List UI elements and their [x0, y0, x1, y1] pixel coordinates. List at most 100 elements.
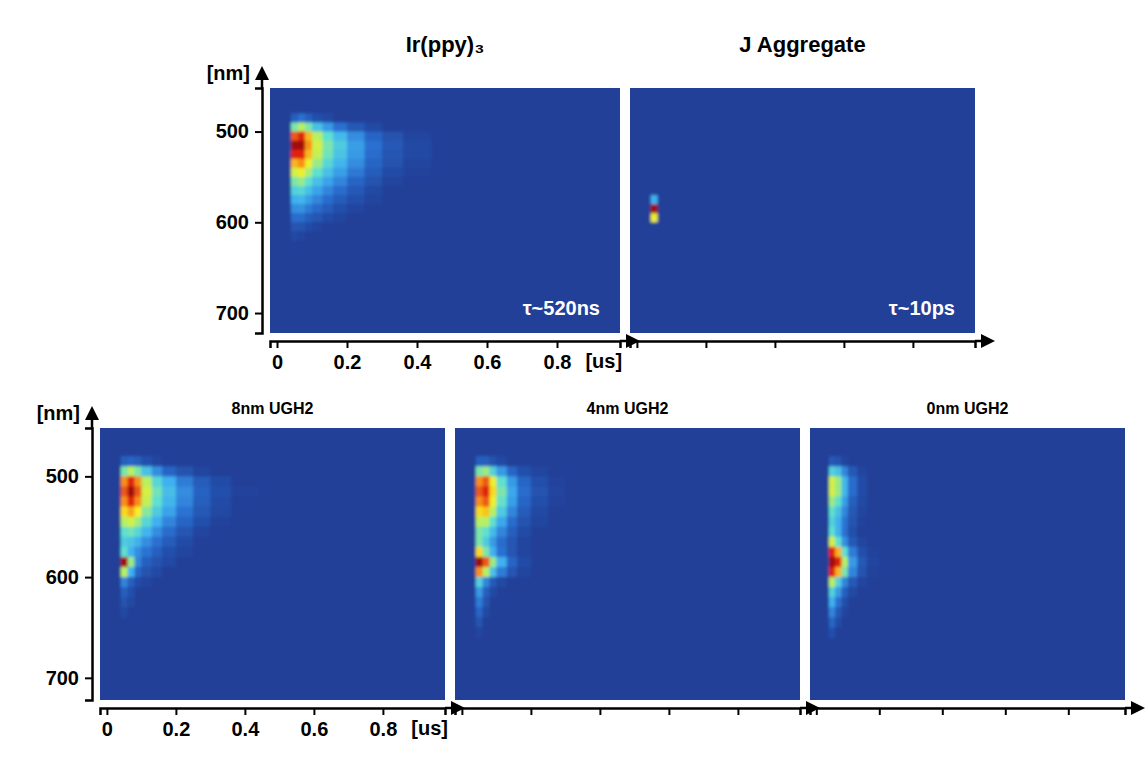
heatmap-cell — [682, 132, 693, 142]
heatmap-cell — [911, 537, 930, 548]
heatmap-cell — [911, 517, 930, 528]
heatmap-cell — [365, 113, 383, 123]
heatmap-cell — [723, 186, 741, 196]
x-tick-label: 0.6 — [300, 718, 328, 740]
heatmap-cell — [496, 607, 507, 618]
heatmap-cell — [193, 617, 211, 628]
heatmap-cell — [857, 476, 867, 487]
heatmap-cell — [483, 567, 490, 578]
heatmap-cell — [135, 537, 142, 548]
heatmap-cell — [231, 607, 259, 618]
heatmap-cell — [193, 497, 211, 508]
heatmap-cell — [706, 159, 724, 169]
x-tick: 0.4 — [231, 708, 260, 740]
heatmap-cell — [210, 567, 231, 578]
heatmap-cell — [323, 195, 334, 205]
heatmap-cell — [658, 132, 665, 142]
plot-background — [100, 428, 445, 700]
panel-title: 8nm UGH2 — [232, 400, 314, 417]
heatmap-cell — [671, 159, 682, 169]
heatmap-cell — [829, 607, 836, 618]
heatmap-cell — [761, 186, 789, 196]
heatmap-cell — [476, 567, 483, 578]
heatmap-cell — [305, 186, 313, 196]
heatmap-cell — [128, 527, 135, 538]
heatmap-cell — [291, 213, 299, 223]
x-axis — [631, 341, 976, 348]
x-axis-line — [811, 709, 1126, 716]
heatmap-cell — [895, 476, 911, 487]
heatmap-cell — [895, 577, 911, 588]
x-tick-mark — [530, 708, 532, 715]
heatmap-cell — [403, 122, 432, 132]
heatmap-cell — [291, 122, 299, 132]
heatmap-cell — [879, 517, 895, 528]
heatmap-cell — [835, 557, 842, 568]
heatmap-cell — [565, 567, 586, 578]
heatmap-cell — [365, 204, 383, 214]
heatmap-cell — [210, 497, 231, 508]
heatmap-cell — [476, 627, 483, 638]
heatmap-cell — [135, 476, 142, 487]
heatmap-cell — [176, 527, 194, 538]
heatmap-cell — [333, 240, 348, 250]
heatmap-cell — [658, 231, 665, 241]
heatmap-cell — [403, 213, 432, 223]
heatmap-cell — [930, 617, 956, 628]
heatmap-cell — [531, 577, 549, 588]
heatmap-cell — [298, 177, 306, 187]
heatmap-cell — [333, 177, 348, 187]
heatmap-cell — [305, 213, 313, 223]
heatmap-cell — [658, 168, 665, 178]
heatmap-cell — [231, 527, 259, 538]
heatmap-cell — [210, 507, 231, 518]
heatmap-cell — [490, 517, 497, 528]
heatmap-cell — [829, 537, 836, 548]
heatmap-cell — [162, 617, 176, 628]
heatmap-cell — [671, 231, 682, 241]
heatmap-cell — [671, 222, 682, 232]
heatmap-cell — [231, 627, 259, 638]
heatmap-cell — [128, 557, 135, 568]
heatmap-cell — [658, 186, 665, 196]
heatmap-cell — [586, 466, 614, 477]
heatmap-cell — [665, 113, 672, 123]
heatmap-cell — [365, 150, 383, 160]
y-tick-mark — [255, 222, 262, 224]
heatmap-cell — [490, 456, 497, 467]
heatmap-cell — [382, 204, 404, 214]
heatmap-cell — [930, 547, 956, 558]
heatmap-cell — [682, 250, 693, 260]
heatmap-cell — [128, 577, 135, 588]
heatmap-cell — [162, 557, 176, 568]
heatmap-cell — [323, 250, 334, 260]
heatmap-cell — [476, 547, 483, 558]
heatmap-cell — [879, 587, 895, 598]
heatmap-cell — [312, 177, 323, 187]
heatmap-cell — [128, 547, 135, 558]
heatmap-cell — [911, 466, 930, 477]
heatmap-cell — [231, 567, 259, 578]
heatmap-cell — [848, 567, 858, 578]
heatmap-cell — [842, 466, 849, 477]
heatmap-cell — [658, 195, 665, 205]
heatmap-cell — [403, 159, 432, 169]
heatmap-cell — [911, 557, 930, 568]
heatmap-cell — [857, 497, 867, 508]
heatmap-cell — [895, 587, 911, 598]
y-tick-mark — [85, 577, 92, 579]
heatmap-cell — [658, 113, 665, 123]
heatmap-cell — [867, 597, 880, 608]
heatmap-cell — [682, 222, 693, 232]
heatmap-cell — [476, 557, 483, 568]
x-tick — [706, 341, 707, 348]
heatmap-cell — [128, 587, 135, 598]
heatmap-cell — [867, 517, 880, 528]
heatmap-cell — [706, 222, 724, 232]
heatmap-cell — [671, 250, 682, 260]
heatmap-cell — [829, 507, 836, 518]
heatmap-cell — [706, 231, 724, 241]
heatmap-cell — [135, 507, 142, 518]
heatmap-cell — [210, 486, 231, 497]
heatmap-cell — [531, 567, 549, 578]
